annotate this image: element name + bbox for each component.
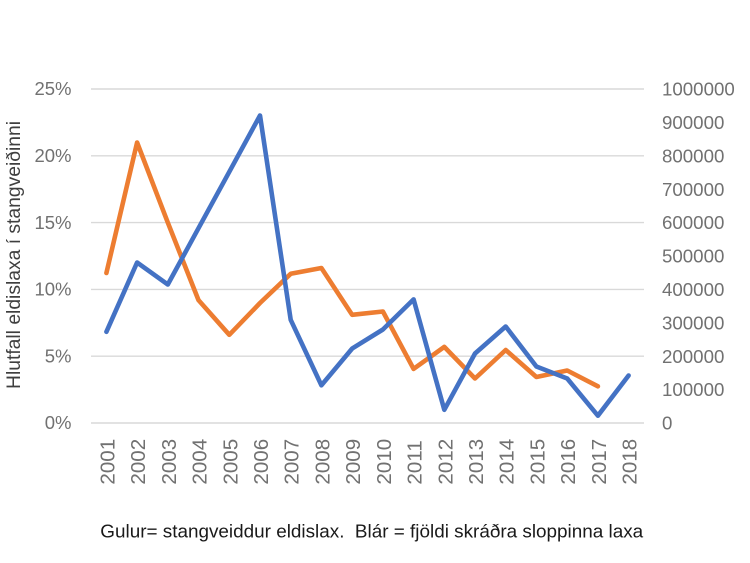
svg-text:200000: 200000	[662, 346, 724, 367]
svg-text:300000: 300000	[662, 312, 724, 333]
svg-text:600000: 600000	[662, 212, 724, 233]
svg-text:900000: 900000	[662, 112, 724, 133]
svg-text:0%: 0%	[45, 412, 72, 433]
svg-text:5%: 5%	[45, 345, 72, 366]
svg-text:2015: 2015	[526, 439, 549, 485]
svg-text:2010: 2010	[373, 439, 396, 485]
svg-text:700000: 700000	[662, 179, 724, 200]
svg-text:2004: 2004	[189, 439, 212, 485]
svg-text:2002: 2002	[127, 439, 150, 485]
svg-text:2017: 2017	[588, 439, 611, 485]
svg-text:20%: 20%	[34, 145, 71, 166]
svg-text:25%: 25%	[34, 78, 71, 99]
svg-text:2007: 2007	[281, 439, 304, 485]
svg-text:500000: 500000	[662, 246, 724, 267]
svg-text:2016: 2016	[557, 439, 580, 485]
svg-text:15%: 15%	[34, 212, 71, 233]
svg-text:100000: 100000	[662, 379, 724, 400]
svg-text:400000: 400000	[662, 279, 724, 300]
svg-text:2005: 2005	[219, 439, 242, 485]
svg-text:Gulur= stangveiddur eldislax.: Gulur= stangveiddur eldislax. Blár = fjö…	[100, 521, 643, 542]
svg-text:1000000: 1000000	[662, 79, 735, 100]
svg-text:2014: 2014	[496, 439, 519, 485]
svg-text:2011: 2011	[404, 440, 427, 484]
svg-text:10%: 10%	[34, 279, 71, 300]
svg-text:2001: 2001	[96, 439, 119, 485]
svg-text:2003: 2003	[158, 439, 181, 485]
svg-text:2013: 2013	[465, 439, 488, 485]
svg-text:800000: 800000	[662, 145, 724, 166]
svg-text:2018: 2018	[619, 439, 642, 485]
svg-text:2009: 2009	[342, 439, 365, 485]
svg-text:0: 0	[662, 413, 672, 434]
svg-text:2008: 2008	[311, 439, 334, 485]
svg-text:Hlutfall eldislaxa í stangveið: Hlutfall eldislaxa í stangveiðinni	[4, 121, 25, 389]
svg-text:2006: 2006	[250, 439, 273, 485]
svg-text:2012: 2012	[434, 439, 457, 485]
